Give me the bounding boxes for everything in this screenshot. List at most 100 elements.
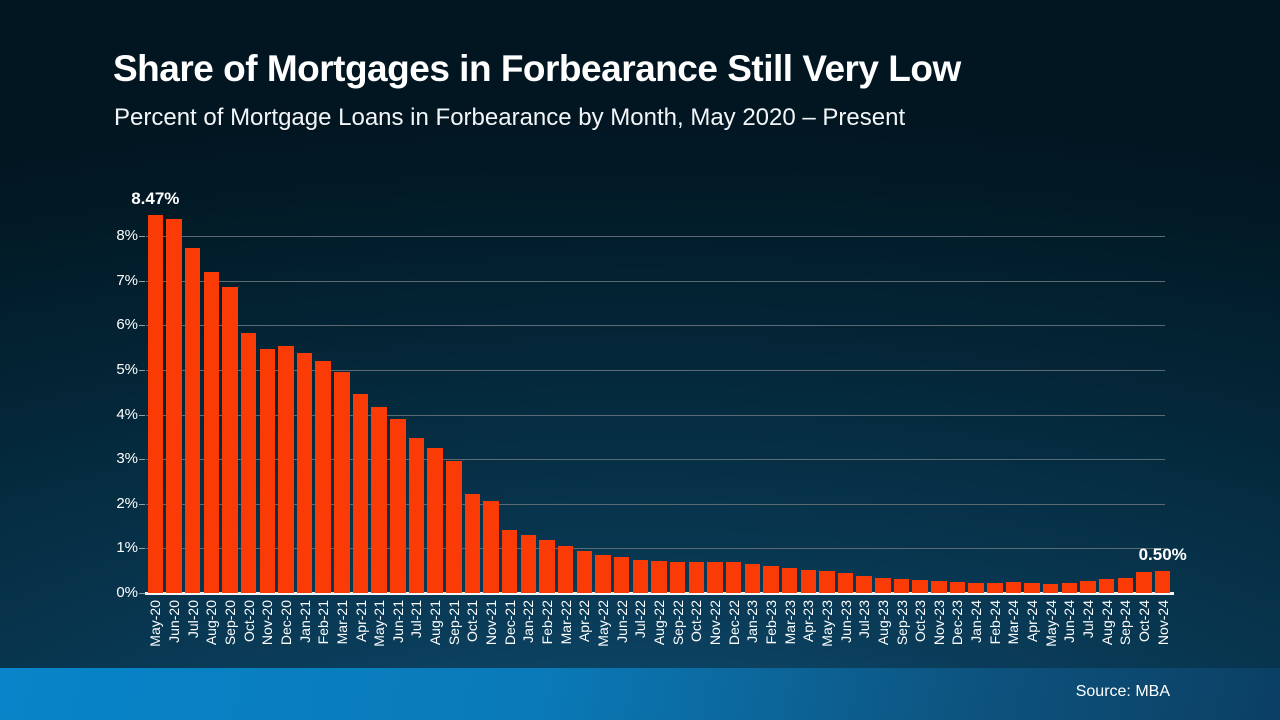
x-axis-label: Apr-22	[576, 600, 593, 643]
x-axis-label: Mar-21	[333, 600, 350, 645]
y-axis-label: 0%	[116, 584, 138, 601]
x-axis-label: Oct-20	[240, 600, 257, 643]
x-axis-label: Oct-23	[912, 600, 929, 643]
bar	[1043, 583, 1059, 593]
x-axis-label: Jul-20	[184, 600, 201, 639]
gridline	[146, 503, 1165, 505]
bar	[595, 555, 611, 593]
y-axis-tick	[139, 548, 145, 550]
bar	[203, 271, 220, 593]
x-axis-label: Jul-24	[1080, 600, 1097, 639]
bar	[763, 566, 779, 593]
y-axis-label: 2%	[116, 494, 138, 512]
y-axis-tick	[139, 370, 145, 371]
bar	[875, 578, 891, 593]
bar	[1005, 582, 1022, 593]
source-label: Source: MBA	[1075, 683, 1170, 700]
bar	[539, 540, 555, 593]
x-axis-label: Oct-24	[1136, 600, 1153, 643]
x-axis-label: Jul-21	[408, 600, 425, 639]
gridline	[146, 548, 1165, 550]
bar	[1098, 579, 1115, 593]
bar	[558, 546, 574, 593]
bar	[931, 581, 947, 593]
bar	[893, 579, 910, 593]
gridline	[146, 236, 1165, 238]
x-axis-label: Feb-21	[315, 600, 332, 645]
y-axis-label: 6%	[116, 316, 138, 334]
x-axis-label: Jun-22	[613, 600, 630, 643]
bar	[259, 348, 275, 593]
gridline	[146, 370, 1165, 371]
bar	[184, 247, 201, 593]
x-axis-label: Nov-21	[483, 600, 500, 646]
bar	[651, 560, 667, 593]
x-axis-label: Mar-23	[781, 600, 798, 645]
footer-bar: Source: MBA	[0, 668, 1280, 720]
x-axis-label: Sep-22	[669, 600, 686, 646]
bar	[949, 582, 966, 593]
x-axis-label: Jan-21	[296, 600, 313, 643]
x-axis-label: May-23	[818, 600, 835, 647]
x-axis-label: Jul-23	[856, 600, 873, 639]
data-label: 8.47%	[131, 189, 180, 209]
y-axis-tick	[139, 280, 145, 282]
bar	[613, 556, 630, 593]
x-axis-label: Nov-22	[706, 600, 723, 646]
x-axis-label: Sep-21	[445, 600, 462, 646]
x-axis-label: Nov-23	[930, 600, 947, 646]
y-axis-label: 5%	[116, 361, 138, 378]
x-axis-label: Mar-22	[557, 600, 574, 645]
x-axis-label: Sep-20	[221, 600, 238, 646]
x-axis-label: Feb-23	[762, 600, 779, 645]
bar	[390, 418, 406, 593]
x-axis-label: May-24	[1042, 600, 1059, 647]
bar	[315, 361, 331, 593]
x-axis-label: Nov-20	[259, 600, 276, 646]
bar	[427, 448, 443, 593]
x-axis-label: Mar-24	[1005, 600, 1022, 645]
bar	[632, 559, 649, 593]
y-axis-tick	[139, 414, 145, 416]
gridline	[146, 325, 1165, 327]
x-axis-label: Dec-22	[725, 600, 742, 646]
x-axis-label: Jun-20	[165, 600, 182, 643]
x-axis-label: Oct-21	[464, 600, 481, 643]
y-axis-tick	[139, 236, 145, 238]
bar	[166, 218, 182, 593]
bar	[1024, 583, 1040, 593]
bar	[576, 551, 593, 593]
bar	[446, 460, 462, 593]
x-axis-label: Dec-20	[277, 600, 294, 646]
bar	[147, 215, 164, 593]
x-axis-label: Jul-22	[632, 600, 649, 639]
bar	[707, 561, 723, 593]
bar	[464, 494, 481, 593]
bar	[296, 353, 313, 593]
bar	[1136, 572, 1152, 593]
bar	[781, 568, 798, 593]
bar	[1080, 580, 1096, 593]
x-axis-label: Jan-23	[744, 600, 761, 643]
bar	[278, 346, 294, 593]
y-axis-tick	[139, 459, 145, 461]
x-axis-label: Jun-24	[1061, 600, 1078, 643]
bar	[222, 286, 238, 593]
chart-title: Share of Mortgages in Forbearance Still …	[113, 48, 961, 89]
bar	[688, 561, 705, 593]
bar	[725, 561, 742, 593]
y-axis-label: 1%	[116, 539, 138, 557]
data-label: 0.50%	[1138, 544, 1187, 564]
x-axis-label: Jun-21	[389, 600, 406, 643]
x-axis-label: Aug-21	[427, 600, 444, 646]
x-axis-label: Apr-24	[1024, 600, 1041, 643]
bar	[1061, 582, 1078, 593]
x-axis-label: May-22	[595, 600, 612, 647]
bar	[1117, 577, 1134, 593]
bar	[837, 573, 854, 593]
x-axis-label: Apr-23	[800, 600, 817, 643]
x-axis-label: Aug-22	[651, 600, 667, 646]
bar	[987, 583, 1003, 593]
x-axis-label: May-21	[371, 600, 388, 647]
bar	[912, 580, 928, 593]
